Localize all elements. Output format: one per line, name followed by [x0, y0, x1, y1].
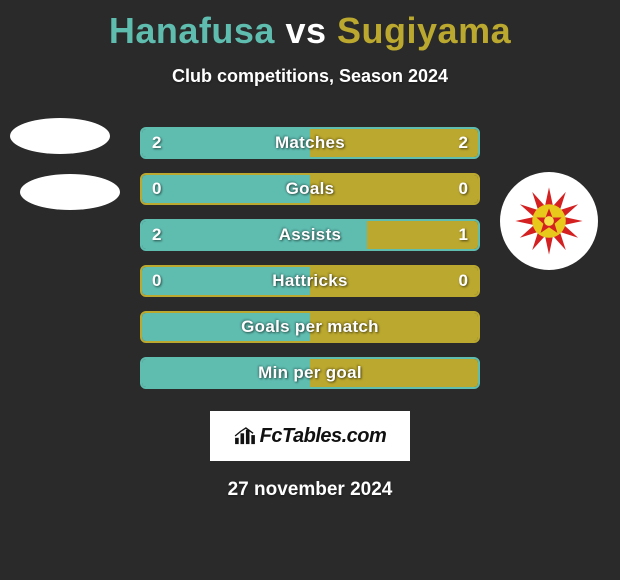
stat-row-goals: 0 Goals 0	[140, 173, 480, 205]
stat-label: Matches	[142, 129, 478, 157]
stat-value-right: 0	[459, 175, 468, 203]
stat-value-right: 0	[459, 267, 468, 295]
stat-label: Assists	[142, 221, 478, 249]
stat-label: Min per goal	[142, 359, 478, 387]
stat-label: Goals per match	[142, 313, 478, 341]
subtitle: Club competitions, Season 2024	[0, 66, 620, 87]
comparison-title: Hanafusa vs Sugiyama	[0, 0, 620, 52]
player1-name: Hanafusa	[109, 10, 275, 51]
bar-chart-icon	[234, 427, 256, 445]
stat-label: Goals	[142, 175, 478, 203]
sun-star-icon	[514, 186, 584, 256]
stat-label: Hattricks	[142, 267, 478, 295]
stat-row-matches: 2 Matches 2	[140, 127, 480, 159]
player2-name: Sugiyama	[337, 10, 511, 51]
stat-value-right: 1	[459, 221, 468, 249]
vs-text: vs	[285, 10, 326, 51]
stat-value-right: 2	[459, 129, 468, 157]
team-badge-placeholder-2	[20, 174, 120, 210]
stat-row-gpm: Goals per match	[140, 311, 480, 343]
brand-box: FcTables.com	[210, 411, 410, 461]
team-badge-emblem	[500, 172, 598, 270]
team-badge-placeholder-1	[10, 118, 110, 154]
stats-bars: 2 Matches 2 0 Goals 0 2 Assists 1 0 Hatt…	[140, 127, 480, 389]
date-label: 27 november 2024	[0, 479, 620, 501]
stat-row-mpg: Min per goal	[140, 357, 480, 389]
brand-text: FcTables.com	[260, 425, 387, 448]
stat-row-hattricks: 0 Hattricks 0	[140, 265, 480, 297]
stat-row-assists: 2 Assists 1	[140, 219, 480, 251]
